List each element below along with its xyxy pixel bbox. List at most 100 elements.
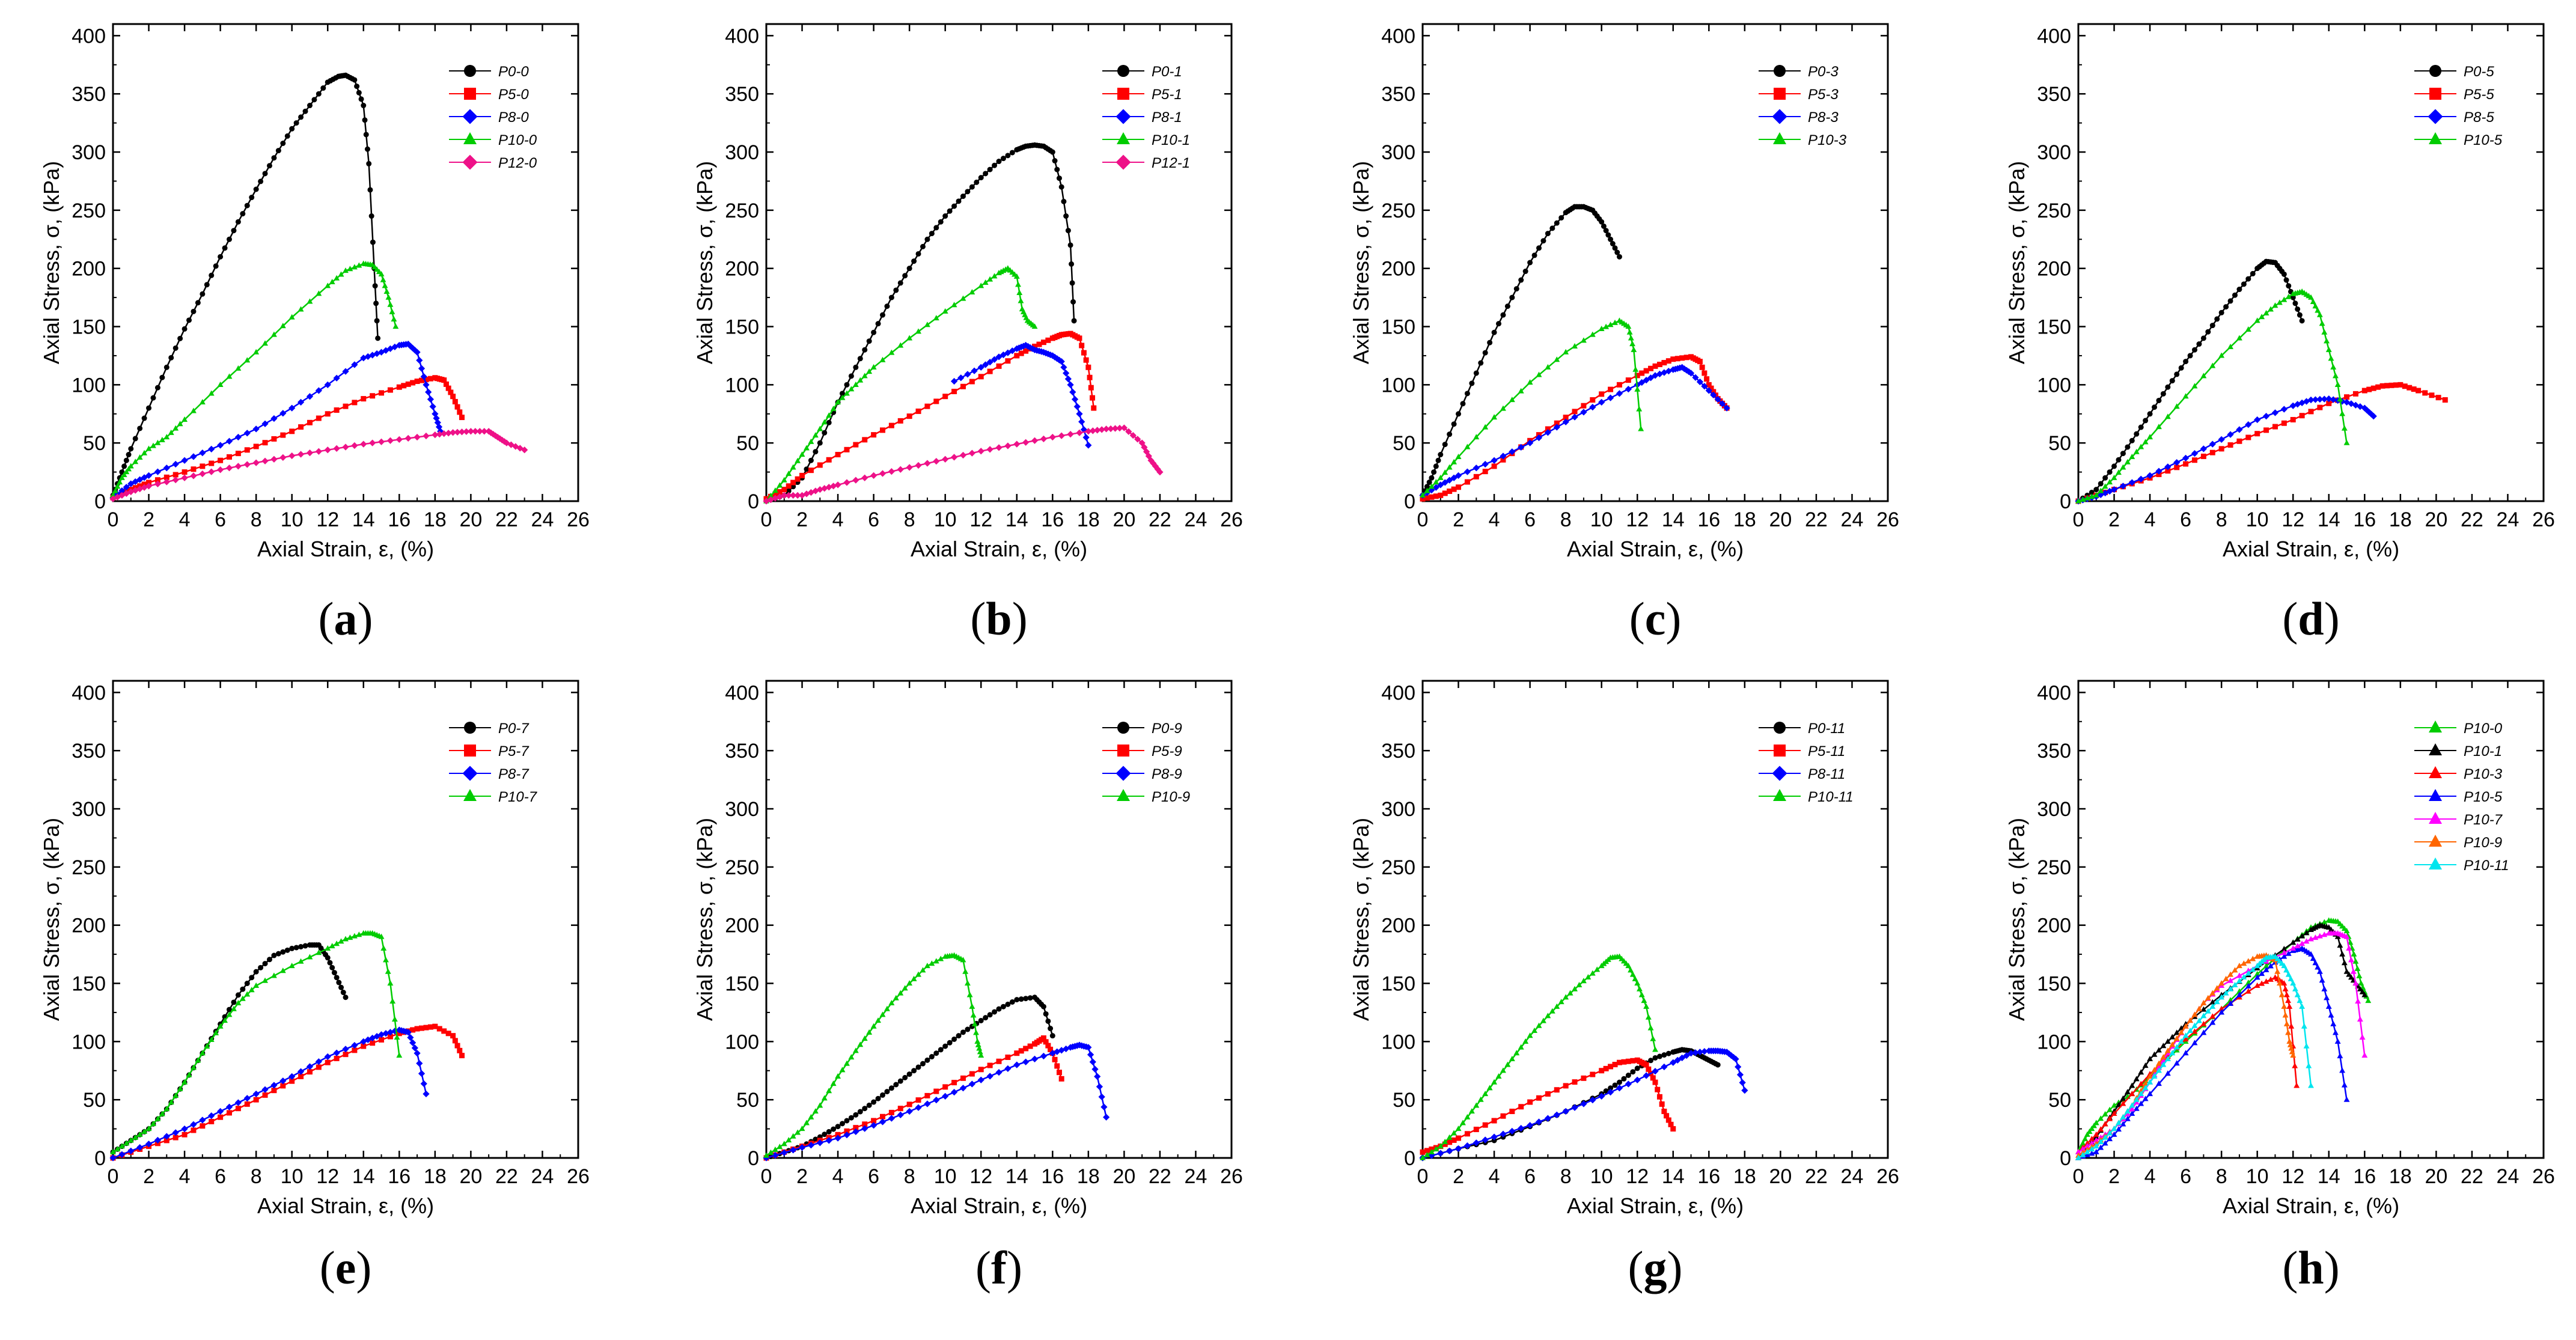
data-point bbox=[1424, 484, 1430, 490]
data-point bbox=[1005, 358, 1011, 364]
data-point bbox=[414, 433, 421, 441]
data-point bbox=[888, 1085, 894, 1091]
data-point bbox=[1013, 440, 1021, 448]
y-tick-label: 50 bbox=[83, 1089, 106, 1112]
data-point bbox=[1599, 219, 1605, 225]
data-point bbox=[2299, 940, 2306, 946]
x-tick-label: 20 bbox=[1769, 1165, 1792, 1188]
data-point bbox=[960, 295, 966, 301]
data-point bbox=[920, 967, 926, 973]
data-point bbox=[2328, 355, 2334, 361]
data-point bbox=[2169, 1050, 2176, 1056]
data-point bbox=[2107, 1106, 2113, 1112]
data-point bbox=[1463, 1142, 1471, 1150]
legend-label: P10-0 bbox=[2464, 720, 2503, 737]
data-point bbox=[1420, 1149, 1426, 1155]
data-point bbox=[235, 1000, 242, 1006]
data-point bbox=[2152, 404, 2158, 410]
y-tick-label: 150 bbox=[2037, 316, 2071, 339]
data-point bbox=[1087, 374, 1093, 380]
data-point bbox=[392, 323, 399, 329]
series-line bbox=[2078, 976, 2298, 1153]
data-point bbox=[2209, 323, 2215, 329]
legend-marker bbox=[464, 745, 476, 757]
data-point bbox=[279, 454, 287, 461]
data-point bbox=[2209, 1019, 2216, 1025]
data-point bbox=[1647, 374, 1655, 382]
data-point bbox=[320, 85, 326, 91]
data-point bbox=[1608, 386, 1614, 392]
data-point bbox=[1553, 424, 1560, 431]
data-point bbox=[1045, 1018, 1051, 1024]
x-tick-label: 14 bbox=[1662, 508, 1685, 531]
data-point bbox=[1535, 1118, 1543, 1125]
data-point bbox=[231, 999, 237, 1005]
data-point bbox=[325, 955, 331, 961]
data-point bbox=[983, 1015, 989, 1021]
data-point bbox=[1634, 980, 1641, 986]
data-point bbox=[2164, 1070, 2171, 1076]
x-tick-label: 20 bbox=[459, 508, 482, 531]
data-point bbox=[2209, 449, 2215, 455]
data-point bbox=[1509, 448, 1516, 455]
data-point bbox=[378, 270, 385, 276]
data-point bbox=[2129, 1106, 2135, 1112]
data-point bbox=[2281, 945, 2288, 951]
data-point bbox=[1518, 1124, 1525, 1132]
x-tick-label: 6 bbox=[2180, 508, 2191, 531]
y-axis-title: Axial Stress, σ, (kPa) bbox=[1349, 818, 1373, 1021]
legend-entry: P10-7 bbox=[2414, 812, 2503, 828]
data-point bbox=[2294, 991, 2301, 997]
data-point bbox=[2299, 413, 2305, 419]
data-point bbox=[2227, 431, 2234, 438]
data-point bbox=[986, 1073, 993, 1080]
series-line bbox=[954, 344, 1090, 446]
y-tick-label: 350 bbox=[725, 83, 759, 106]
data-point bbox=[2178, 365, 2184, 371]
data-point bbox=[208, 445, 215, 452]
data-point bbox=[288, 314, 295, 320]
series-P10-5 bbox=[2075, 288, 2350, 504]
legend-entry: P5-1 bbox=[1102, 87, 1182, 103]
data-point bbox=[352, 400, 358, 406]
data-point bbox=[2301, 1023, 2307, 1029]
data-point bbox=[225, 1103, 233, 1110]
data-point bbox=[2334, 1038, 2341, 1044]
data-point bbox=[1603, 323, 1610, 329]
data-point bbox=[2169, 1034, 2176, 1040]
data-point bbox=[790, 492, 797, 499]
x-tick-label: 16 bbox=[388, 1165, 411, 1188]
data-point bbox=[2245, 988, 2251, 994]
data-point bbox=[1629, 971, 1636, 977]
data-point bbox=[1632, 975, 1638, 981]
data-point bbox=[1464, 443, 1471, 449]
panel-label-f: (f) bbox=[975, 1241, 1022, 1294]
data-point bbox=[929, 231, 935, 237]
data-point bbox=[2182, 393, 2189, 399]
data-point bbox=[2084, 1131, 2090, 1137]
data-point bbox=[325, 411, 331, 417]
data-point bbox=[2169, 378, 2175, 384]
legend-label: P8-1 bbox=[1152, 109, 1182, 126]
data-point bbox=[848, 1054, 855, 1060]
y-tick-label: 50 bbox=[2048, 432, 2071, 455]
series-P12-1 bbox=[763, 424, 1164, 505]
x-tick-label: 6 bbox=[868, 1165, 879, 1188]
data-point bbox=[2312, 960, 2319, 966]
data-point bbox=[2107, 479, 2113, 485]
data-point bbox=[1102, 425, 1110, 433]
data-point bbox=[2098, 1115, 2104, 1121]
data-point bbox=[1049, 433, 1056, 441]
data-point bbox=[1625, 323, 1632, 329]
data-point bbox=[441, 1028, 447, 1034]
data-point bbox=[781, 487, 787, 493]
y-tick-label: 100 bbox=[1381, 374, 1415, 397]
data-point bbox=[1630, 1069, 1636, 1075]
data-point bbox=[289, 1078, 295, 1084]
x-tick-label: 22 bbox=[1149, 1165, 1171, 1188]
data-point bbox=[324, 446, 331, 454]
data-point bbox=[2245, 276, 2251, 282]
data-point bbox=[1085, 442, 1092, 449]
data-point bbox=[817, 462, 823, 468]
data-point bbox=[145, 1125, 152, 1131]
